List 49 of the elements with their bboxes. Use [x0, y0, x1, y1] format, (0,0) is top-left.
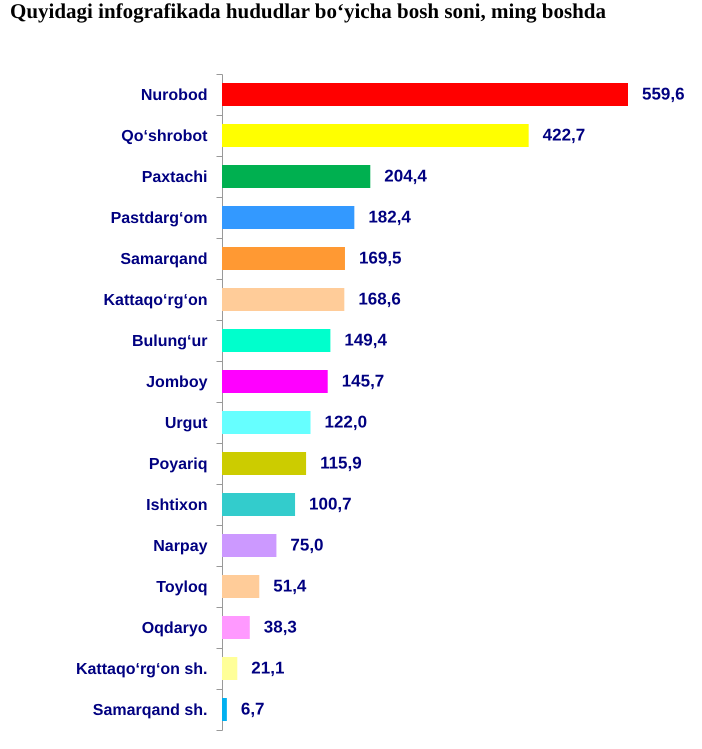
data-label: 6,7 — [240, 700, 264, 718]
y-tick-label: Kattaqo‘rg‘on sh. — [76, 661, 208, 678]
data-label: 100,7 — [309, 494, 352, 514]
y-tick-label: Nurobod — [140, 87, 208, 104]
bar — [222, 616, 250, 639]
data-label: 122,0 — [324, 412, 368, 432]
y-tick-label: Jomboy — [146, 374, 208, 391]
y-tick-label: Kattaqo‘rg‘on — [104, 292, 208, 309]
data-label: 169,5 — [358, 248, 402, 268]
y-tick-label: Toyloq — [156, 579, 208, 596]
data-label: 51,4 — [273, 576, 307, 596]
chart-title: Quyidagi infografikada hududlar bo‘yicha bosh soni, ming boshda — [10, 0, 606, 23]
bar — [222, 83, 628, 106]
y-tick-label: Paxtachi — [142, 169, 208, 186]
y-tick-label: Narpay — [153, 538, 208, 555]
y-tick-label: Poyariq — [148, 456, 208, 473]
bar — [222, 698, 227, 721]
bar — [222, 411, 311, 434]
bar — [222, 247, 345, 270]
data-label: 115,9 — [320, 454, 362, 472]
data-label: 422,7 — [542, 126, 586, 144]
y-tick-label: Pastdarg‘om — [110, 210, 208, 227]
data-label: 21,1 — [251, 658, 284, 678]
bar — [222, 657, 238, 680]
data-label: 149,4 — [344, 330, 388, 350]
bar — [222, 452, 306, 475]
bar — [222, 329, 330, 352]
data-label: 168,6 — [358, 290, 401, 308]
y-tick-label: Urgut — [164, 415, 208, 432]
y-tick-label: Samarqand sh. — [92, 702, 208, 719]
y-tick-label: Oqdaryo — [142, 620, 208, 637]
data-label: 559,6 — [642, 84, 685, 104]
bar — [222, 370, 328, 393]
y-tick-label: Ishtixon — [146, 497, 208, 514]
data-label: 75,0 — [290, 536, 324, 554]
bar — [222, 124, 529, 147]
bar — [222, 493, 296, 516]
bar — [222, 534, 276, 557]
bar — [222, 165, 370, 188]
data-label: 204,4 — [384, 166, 428, 186]
bar — [222, 288, 344, 311]
data-label: 38,3 — [264, 618, 297, 636]
bar — [222, 575, 260, 598]
y-tick-label: Samarqand — [120, 251, 208, 268]
y-tick-label: Qo‘shrobot — [121, 128, 208, 145]
y-tick-label: Bulung‘ur — [132, 333, 208, 350]
data-label: 182,4 — [368, 208, 412, 226]
data-label: 145,7 — [342, 372, 384, 390]
bar — [222, 206, 354, 229]
